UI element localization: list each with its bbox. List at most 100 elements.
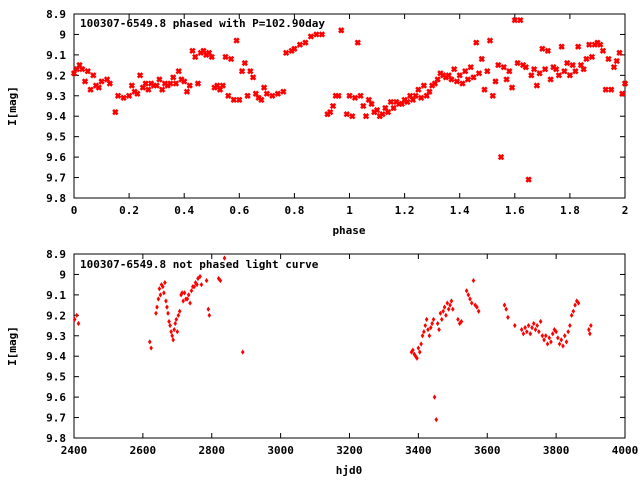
data-point	[244, 92, 251, 99]
data-point	[189, 47, 196, 54]
data-point	[576, 300, 581, 306]
data-point	[240, 349, 245, 355]
x-tick-label: 2	[622, 204, 629, 217]
data-point	[599, 47, 607, 54]
data-point	[506, 314, 510, 320]
x-tick-label: 1	[346, 204, 353, 217]
data-point	[219, 82, 226, 89]
x-tick-label: 3600	[474, 444, 501, 457]
data-point	[233, 37, 240, 44]
data-point	[247, 68, 254, 75]
data-point	[473, 302, 477, 308]
data-point	[155, 304, 159, 310]
data-point	[475, 304, 479, 310]
data-point	[351, 94, 359, 102]
data-point	[354, 39, 361, 46]
data-point	[260, 84, 268, 91]
data-point	[120, 94, 127, 102]
data-point	[476, 308, 481, 314]
data-point	[188, 300, 192, 306]
data-point	[175, 329, 180, 335]
unphased-light-curve-panel: 2400 2600 2800 3000 3200 3400 3600 3800 4000 8.9 9…	[6, 248, 638, 477]
data-point	[84, 68, 91, 75]
data-point	[462, 68, 469, 75]
data-point	[291, 45, 298, 52]
data-point	[162, 290, 166, 296]
data-point	[177, 308, 182, 314]
x-tick-label: 0.8	[284, 204, 304, 217]
data-point	[563, 59, 571, 67]
data-point	[154, 310, 158, 316]
y-tick-label: 9.2	[46, 69, 66, 82]
data-point	[98, 78, 105, 85]
x-tick-label: 0.4	[174, 204, 194, 217]
data-point	[580, 66, 587, 73]
data-point	[569, 312, 574, 318]
data-point	[417, 349, 422, 355]
phased-light-curve-panel: 0 0.2 0.4 0.6 0.8 1 1.2 1.4 1.6 1.8 2 8.9 9 9.1 9.2 9.3…	[6, 8, 629, 237]
data-point	[338, 27, 345, 34]
x-tick-label: 1.8	[560, 204, 580, 217]
data-point	[428, 325, 433, 331]
data-point	[588, 331, 592, 337]
data-point	[189, 288, 194, 294]
data-point	[379, 110, 386, 118]
data-point	[503, 76, 510, 83]
data-point	[573, 302, 577, 308]
data-point	[145, 86, 152, 93]
data-point	[114, 92, 122, 99]
y-tick-label: 9.7	[46, 412, 66, 425]
plot-frame	[73, 253, 626, 439]
data-point	[587, 327, 591, 333]
data-point	[543, 333, 548, 339]
data-point	[533, 82, 541, 89]
data-point	[79, 66, 86, 73]
data-point	[412, 351, 417, 357]
data-point	[409, 349, 414, 355]
data-point	[566, 329, 570, 335]
data-point	[192, 284, 196, 290]
data-point	[193, 280, 198, 286]
data-point	[81, 78, 89, 85]
data-point	[72, 316, 77, 323]
data-point	[459, 318, 464, 325]
data-point	[390, 104, 397, 112]
data-point	[422, 329, 426, 335]
data-point	[174, 316, 179, 323]
data-point	[526, 322, 531, 329]
data-point	[423, 322, 428, 329]
data-point	[125, 92, 133, 99]
y-tick-label: 9.5	[46, 371, 66, 384]
y-tick-label: 9.8	[46, 432, 66, 445]
data-point	[533, 327, 538, 333]
data-point	[442, 304, 447, 310]
data-point	[453, 78, 461, 85]
x-tick-label: 1.2	[395, 204, 415, 217]
data-point	[456, 72, 463, 79]
data-point	[438, 310, 443, 316]
plot-title: 100307-6549.8 not phased light curve	[80, 258, 319, 271]
data-point	[158, 292, 163, 298]
data-point	[198, 273, 202, 280]
x-tick-label: 2600	[130, 444, 157, 457]
data-point	[349, 113, 356, 120]
data-point	[170, 333, 174, 339]
data-point	[416, 345, 421, 351]
data-point	[417, 94, 425, 102]
data-point	[185, 296, 190, 302]
data-point	[194, 80, 202, 87]
data-point	[346, 92, 353, 99]
data-point	[568, 322, 572, 329]
y-tick-label: 9.2	[46, 309, 66, 322]
x-tick-label: 3200	[336, 444, 363, 457]
data-point	[525, 329, 529, 335]
data-point	[602, 86, 609, 93]
data-point	[571, 308, 576, 314]
data-point	[544, 47, 552, 54]
data-point	[87, 86, 94, 93]
x-tick-label: 3800	[543, 444, 570, 457]
data-point	[420, 333, 425, 339]
data-point	[445, 300, 450, 306]
data-point	[484, 68, 491, 75]
data-point	[183, 88, 191, 95]
